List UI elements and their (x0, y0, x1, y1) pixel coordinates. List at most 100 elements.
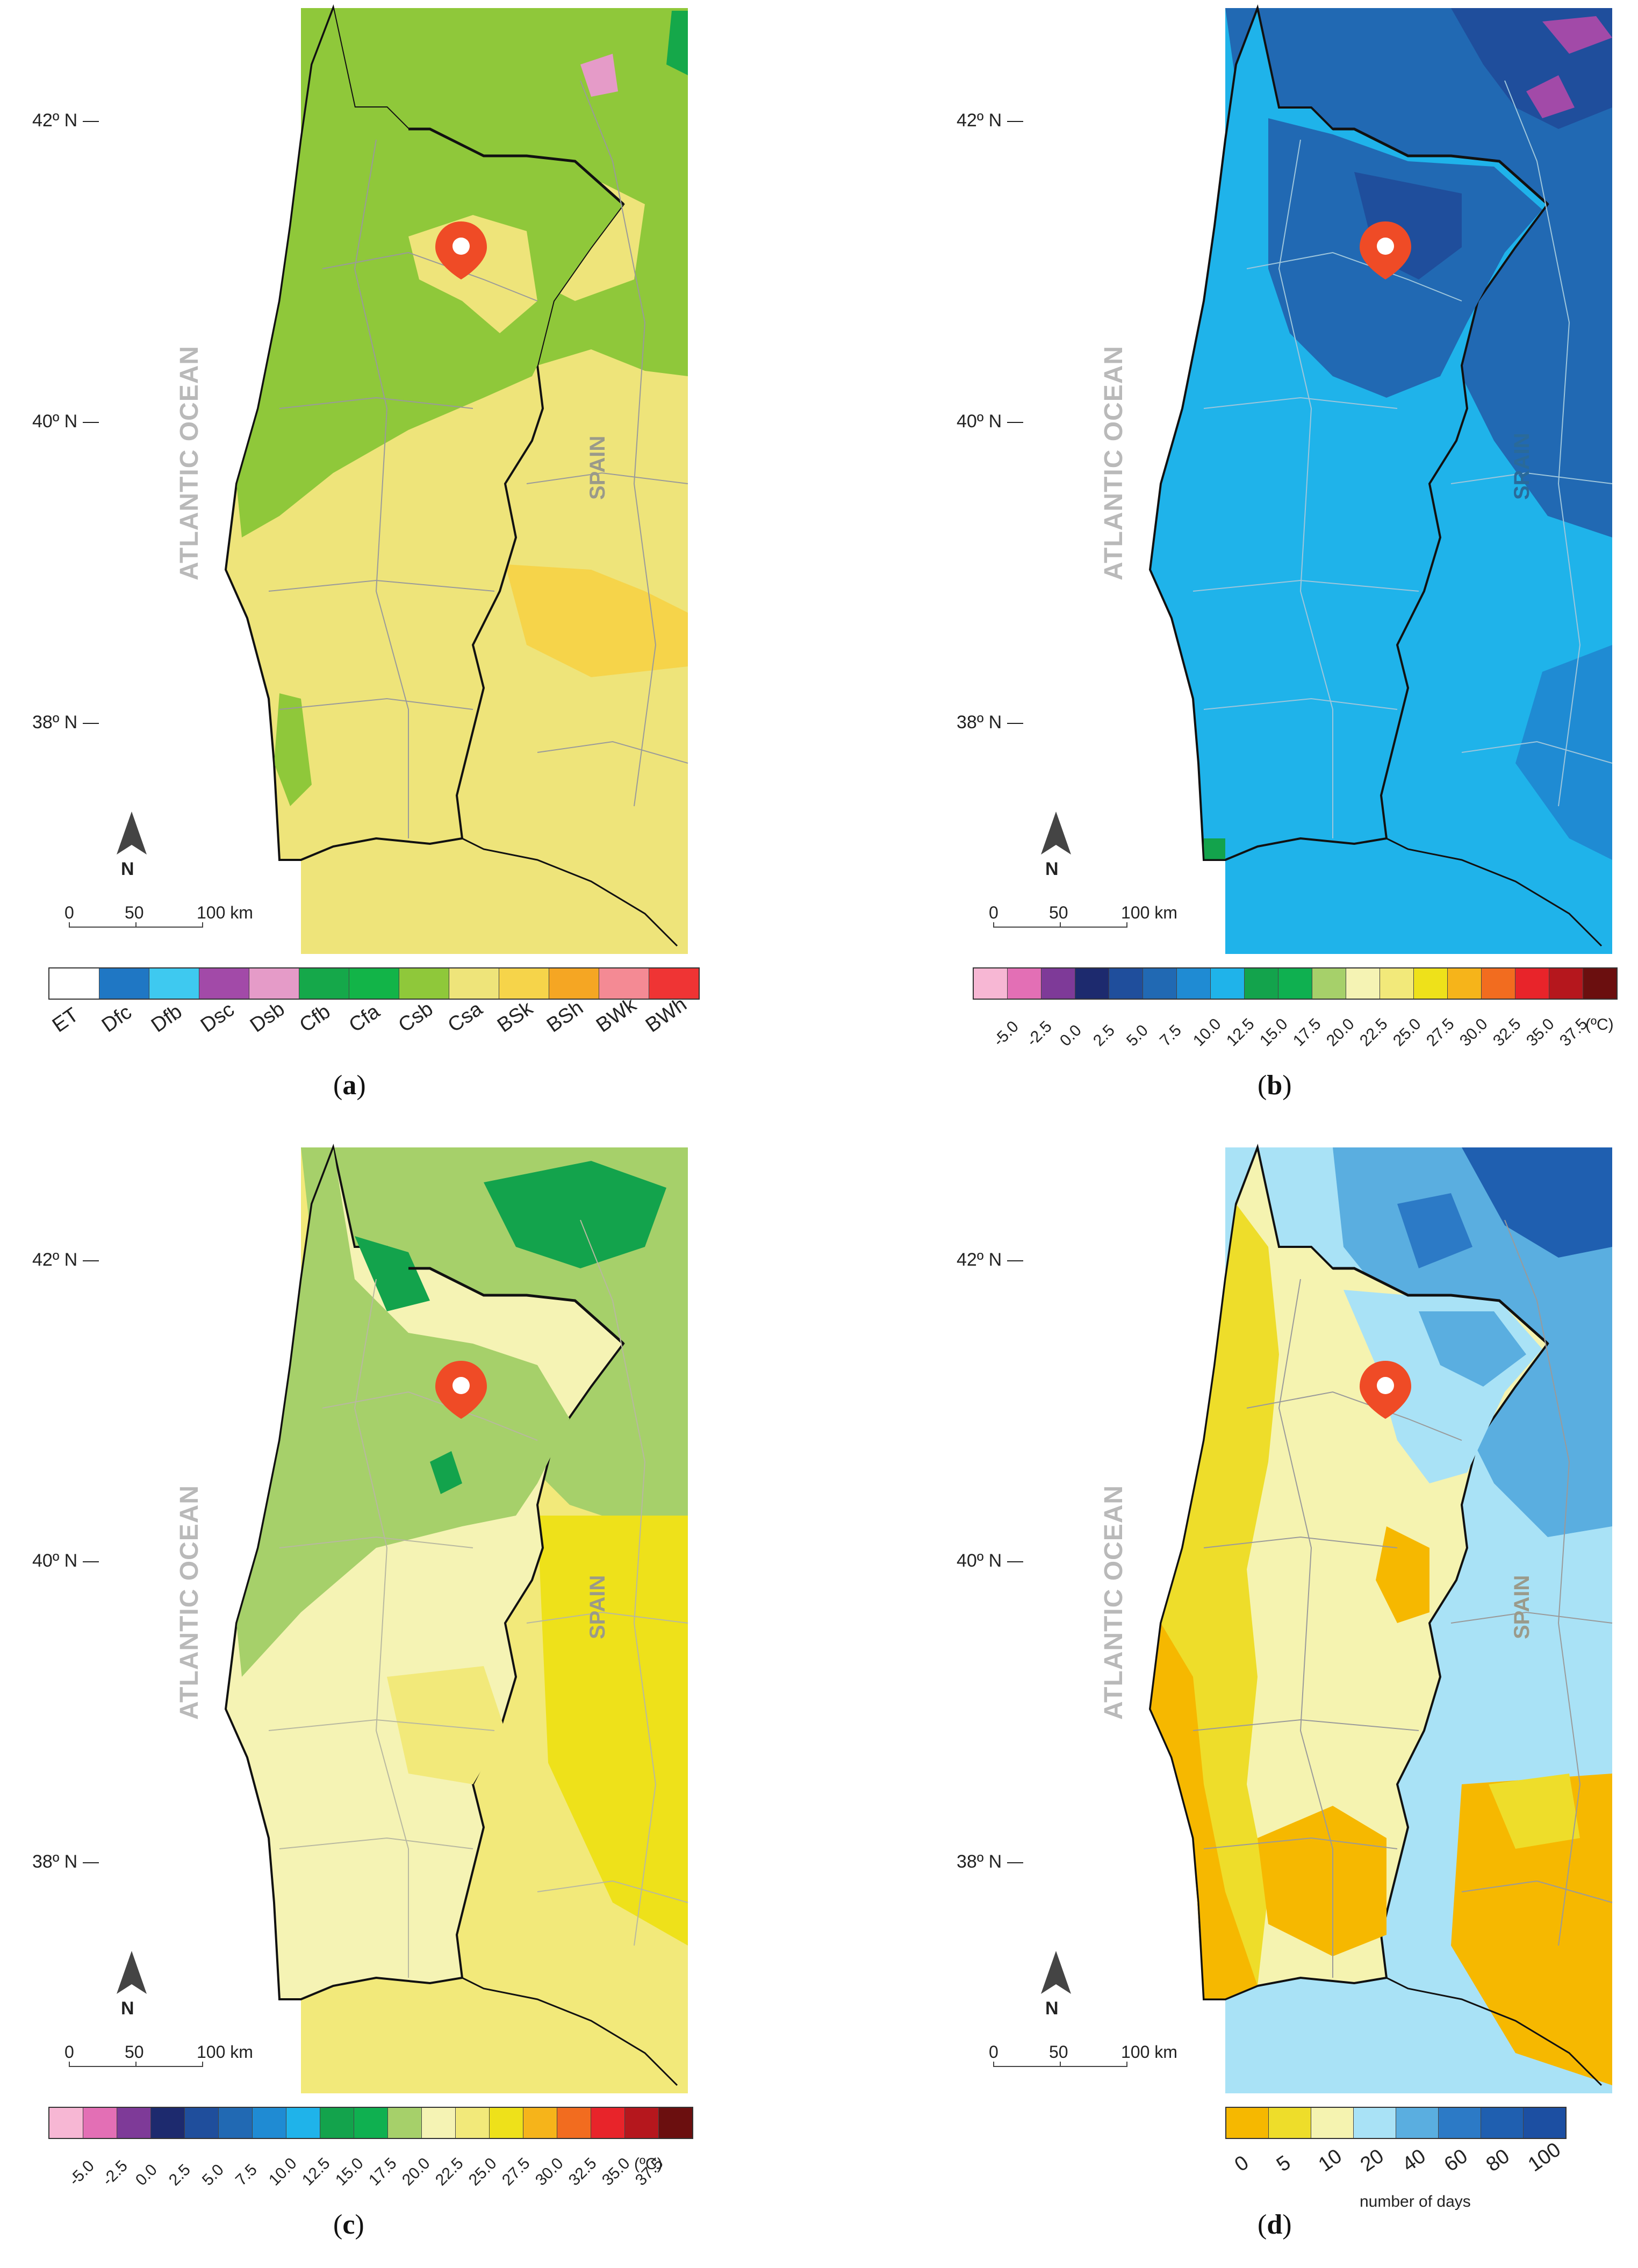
ocean-label: ATLANTIC OCEAN (1100, 1484, 1128, 1720)
legend-swatch (1439, 2108, 1481, 2138)
caption-d: (d) (1258, 2209, 1292, 2240)
legend-swatch (523, 2108, 557, 2138)
legend-swatch (99, 968, 149, 999)
legend-swatch (1177, 968, 1211, 999)
legend-swatch (1448, 968, 1482, 999)
legend-swatch (1226, 2108, 1269, 2138)
legend-swatch (499, 968, 549, 999)
legend-swatch (320, 2108, 354, 2138)
legend-swatch (354, 2108, 388, 2138)
legend-swatch (1143, 968, 1177, 999)
north-arrow-icon (1041, 812, 1071, 855)
koppen-legend (48, 967, 700, 1000)
temperature-map-b (1148, 4, 1613, 954)
scale-tick-50: 50 (125, 2042, 144, 2062)
north-arrow: N (1040, 812, 1072, 879)
legend-swatch (399, 968, 449, 999)
legend-swatch (1549, 968, 1583, 999)
legend-swatch (1524, 2108, 1565, 2138)
country-label: SRAIN (1510, 433, 1534, 500)
latitude-label-38: 38º N (32, 1851, 99, 1872)
latitude-label-38: 38º N (957, 712, 1023, 733)
legend-swatch (1278, 968, 1312, 999)
legend-swatch (249, 968, 299, 999)
north-arrow: N (116, 812, 148, 879)
legend-swatch (83, 2108, 117, 2138)
legend-swatch (1380, 968, 1414, 999)
scale-tick-50: 50 (1049, 903, 1068, 922)
legend-swatch (1311, 2108, 1354, 2138)
legend-swatch (117, 2108, 151, 2138)
scale-tick-0: 0 (989, 2042, 998, 2062)
north-label: N (1045, 859, 1059, 879)
north-label: N (121, 1998, 134, 2019)
north-label: N (121, 859, 134, 879)
legend-swatch (49, 968, 99, 999)
legend-swatch (1109, 968, 1143, 999)
scale-bar: 0 50 100 km (989, 903, 1177, 935)
latitude-label-38: 38º N (32, 712, 99, 733)
legend-swatch (349, 968, 399, 999)
scale-bar: 0 50 100 km (64, 2042, 253, 2075)
legend-swatch (557, 2108, 591, 2138)
legend-swatch (253, 2108, 286, 2138)
north-arrow-icon (1041, 1951, 1071, 1994)
legend-swatch (1312, 968, 1346, 999)
location-pin-icon (1360, 221, 1411, 279)
north-label: N (1045, 1998, 1059, 2019)
location-pin-icon (435, 1361, 487, 1419)
latitude-label-42: 42º N (957, 110, 1023, 131)
legend-swatch (185, 2108, 219, 2138)
caption-c: (c) (333, 2209, 364, 2240)
legend-swatch (599, 968, 649, 999)
legend-swatch (149, 968, 199, 999)
legend-swatch (1515, 968, 1549, 999)
legend-swatch (1482, 968, 1515, 999)
koppen-climate-map (224, 4, 688, 954)
latitude-label-40: 40º N (957, 411, 1023, 432)
north-arrow-icon (117, 1951, 147, 1994)
scale-tick-100: 100 km (197, 903, 253, 922)
days-legend (1225, 2107, 1567, 2139)
latitude-label-38: 38º N (957, 1851, 1023, 1872)
location-pin-icon (1360, 1361, 1411, 1419)
ocean-label: ATLANTIC OCEAN (175, 345, 204, 580)
latitude-label-40: 40º N (32, 411, 99, 432)
legend-swatch (1211, 968, 1245, 999)
north-arrow: N (116, 1951, 148, 2019)
legend-swatch (1396, 2108, 1439, 2138)
legend-swatch (299, 968, 349, 999)
legend-swatch (1346, 968, 1380, 999)
legend-swatch (549, 968, 599, 999)
legend-swatch (659, 2108, 692, 2138)
country-label: SPAIN (586, 435, 609, 500)
scale-tick-0: 0 (64, 903, 74, 922)
country-label: SPAIN (586, 1575, 609, 1639)
days-legend-title: number of days (1360, 2193, 1471, 2210)
legend-swatch (1245, 968, 1278, 999)
legend-swatch (974, 968, 1008, 999)
scale-tick-0: 0 (989, 903, 998, 922)
legend-swatch (1354, 2108, 1396, 2138)
legend-swatch (456, 2108, 490, 2138)
north-arrow-icon (117, 812, 147, 855)
legend-swatch (219, 2108, 253, 2138)
legend-swatch (1414, 968, 1448, 999)
ocean-label: ATLANTIC OCEAN (175, 1484, 204, 1720)
legend-swatch (490, 2108, 523, 2138)
scale-tick-100: 100 km (197, 2042, 253, 2062)
panel-d-days-map: 42º N 40º N 38º N ATLANTIC OCEAN SPAIN N… (924, 1139, 1638, 2268)
legend-swatch (1041, 968, 1075, 999)
panel-c-temperature-map: 42º N 40º N 38º N ATLANTIC OCEAN SPAIN N… (0, 1139, 806, 2268)
scale-tick-50: 50 (125, 903, 144, 922)
scale-tick-0: 0 (64, 2042, 74, 2062)
latitude-label-42: 42º N (32, 1250, 99, 1271)
panel-a-koppen-map: 42º N 40º N 38º N ATLANTIC OCEAN SPAIN N… (0, 0, 806, 1129)
temperature-legend-c (48, 2107, 693, 2139)
legend-swatch (49, 2108, 83, 2138)
latitude-label-42: 42º N (32, 110, 99, 131)
latitude-label-40: 40º N (32, 1551, 99, 1571)
legend-swatch (1583, 968, 1617, 999)
unit-label: (ºC) (1585, 1016, 1614, 1033)
legend-swatch (649, 968, 699, 999)
